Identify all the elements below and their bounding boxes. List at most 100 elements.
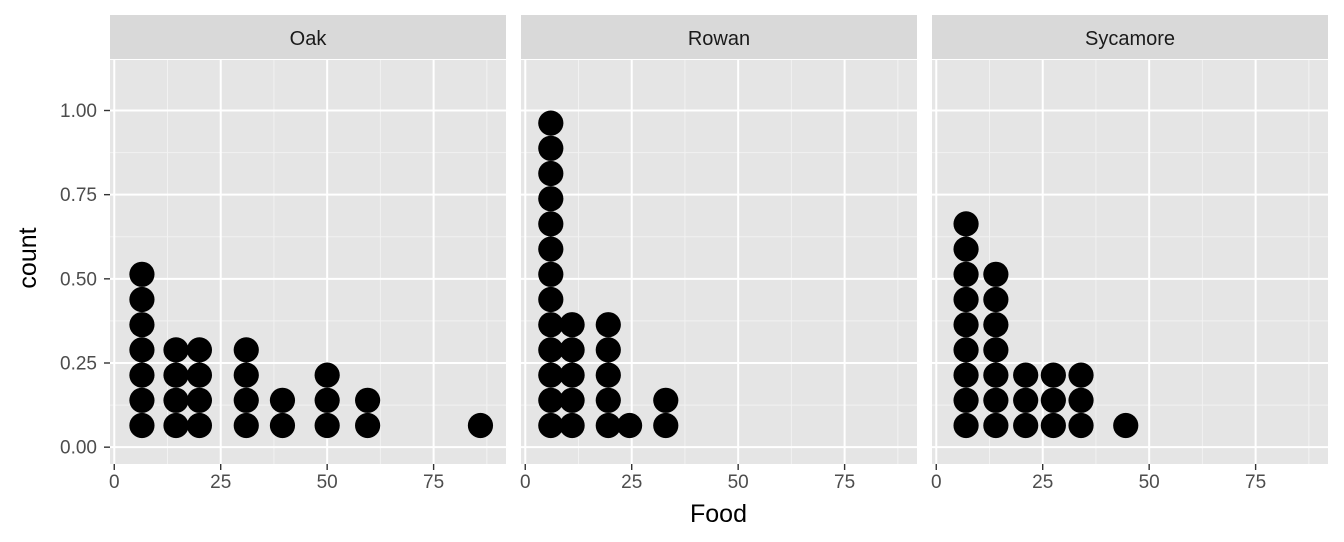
data-dot — [559, 412, 585, 439]
data-dot — [595, 337, 621, 363]
panel-background — [521, 60, 917, 464]
data-dot — [953, 337, 979, 363]
data-dot — [953, 286, 979, 313]
data-dot — [269, 387, 296, 413]
data-dot — [233, 387, 259, 413]
data-dot — [314, 387, 340, 413]
data-dot — [559, 337, 585, 363]
data-dot — [1013, 412, 1039, 439]
facet-strip — [932, 15, 1328, 59]
facet-panel-sycamore: Sycamore 0 25 50 75 — [931, 15, 1328, 493]
data-dot — [1040, 362, 1066, 388]
data-dot — [538, 236, 564, 262]
data-dot — [595, 312, 621, 338]
data-dot — [616, 412, 643, 439]
data-dot — [1068, 362, 1094, 388]
data-dot — [653, 387, 679, 413]
data-dot — [538, 160, 564, 187]
y-tick-label: 0.50 — [60, 269, 97, 290]
x-tick-label: 75 — [423, 472, 444, 493]
data-dot — [1013, 387, 1039, 413]
data-dot — [314, 362, 340, 388]
x-tick-label: 50 — [317, 472, 338, 493]
x-tick-label: 25 — [210, 472, 231, 493]
data-dot — [129, 286, 155, 313]
data-dot — [186, 337, 213, 363]
data-dot — [1013, 362, 1039, 388]
y-tick-label: 1.00 — [60, 101, 97, 122]
data-dot — [163, 387, 189, 413]
data-dot — [129, 312, 155, 338]
data-dot — [1068, 412, 1094, 439]
data-dot — [538, 110, 564, 136]
data-dot — [538, 211, 564, 237]
x-tick-label: 0 — [109, 472, 120, 493]
data-dot — [538, 186, 564, 212]
data-dot — [953, 412, 979, 439]
data-dot — [595, 362, 621, 388]
facet-strip-label: Oak — [290, 28, 328, 50]
x-tick-label: 25 — [621, 472, 642, 493]
data-dot — [163, 337, 189, 363]
y-tick-label: 0.75 — [60, 185, 97, 206]
data-dot — [538, 387, 564, 413]
data-dot — [595, 387, 621, 413]
data-dot — [129, 387, 155, 413]
data-dot — [1040, 412, 1066, 439]
x-tick-label: 50 — [1139, 472, 1160, 493]
data-dot — [355, 412, 381, 439]
data-dot — [129, 412, 155, 439]
data-dot — [186, 362, 213, 388]
data-dot — [953, 211, 979, 237]
data-dot — [983, 286, 1009, 313]
data-dot — [538, 337, 564, 363]
y-tick-label: 0.00 — [60, 438, 97, 459]
data-dot — [538, 362, 564, 388]
data-dot — [983, 362, 1009, 388]
data-dot — [538, 412, 564, 439]
x-tick-label: 75 — [834, 472, 855, 493]
facet-strip-label: Sycamore — [1085, 28, 1175, 50]
data-dot — [538, 286, 564, 313]
data-dot — [129, 261, 155, 287]
data-dot — [467, 412, 494, 439]
data-dot — [233, 412, 259, 439]
facet-strip — [521, 15, 917, 59]
data-dot — [1068, 387, 1094, 413]
data-dot — [233, 337, 259, 363]
data-dot — [1040, 387, 1066, 413]
data-dot — [953, 261, 979, 287]
data-dot — [538, 312, 564, 338]
facet-strip — [110, 15, 506, 59]
data-dot — [983, 312, 1009, 338]
data-dot — [953, 362, 979, 388]
data-dot — [233, 362, 259, 388]
data-dot — [186, 412, 213, 439]
data-dot — [983, 261, 1009, 287]
data-dot — [163, 362, 189, 388]
data-dot — [538, 135, 564, 161]
x-tick-label: 50 — [728, 472, 749, 493]
data-dot — [653, 412, 679, 439]
data-dot — [1113, 412, 1139, 439]
data-dot — [163, 412, 189, 439]
data-dot — [983, 412, 1009, 439]
data-dot — [314, 412, 340, 439]
data-dot — [269, 412, 296, 439]
data-dot — [953, 312, 979, 338]
x-tick-label: 75 — [1245, 472, 1266, 493]
data-dot — [186, 387, 213, 413]
data-dot — [559, 387, 585, 413]
data-dot — [129, 337, 155, 363]
data-dot — [595, 412, 621, 439]
x-tick-label: 0 — [931, 472, 942, 493]
data-dot — [538, 261, 564, 287]
x-tick-label: 25 — [1032, 472, 1053, 493]
data-dot — [953, 236, 979, 262]
y-axis-title: count — [14, 227, 42, 288]
facet-panel-oak: Oak 0 25 50 75 — [109, 15, 506, 493]
facet-panel-rowan: Rowan 0 25 50 75 — [520, 15, 917, 493]
data-dot — [355, 387, 381, 413]
